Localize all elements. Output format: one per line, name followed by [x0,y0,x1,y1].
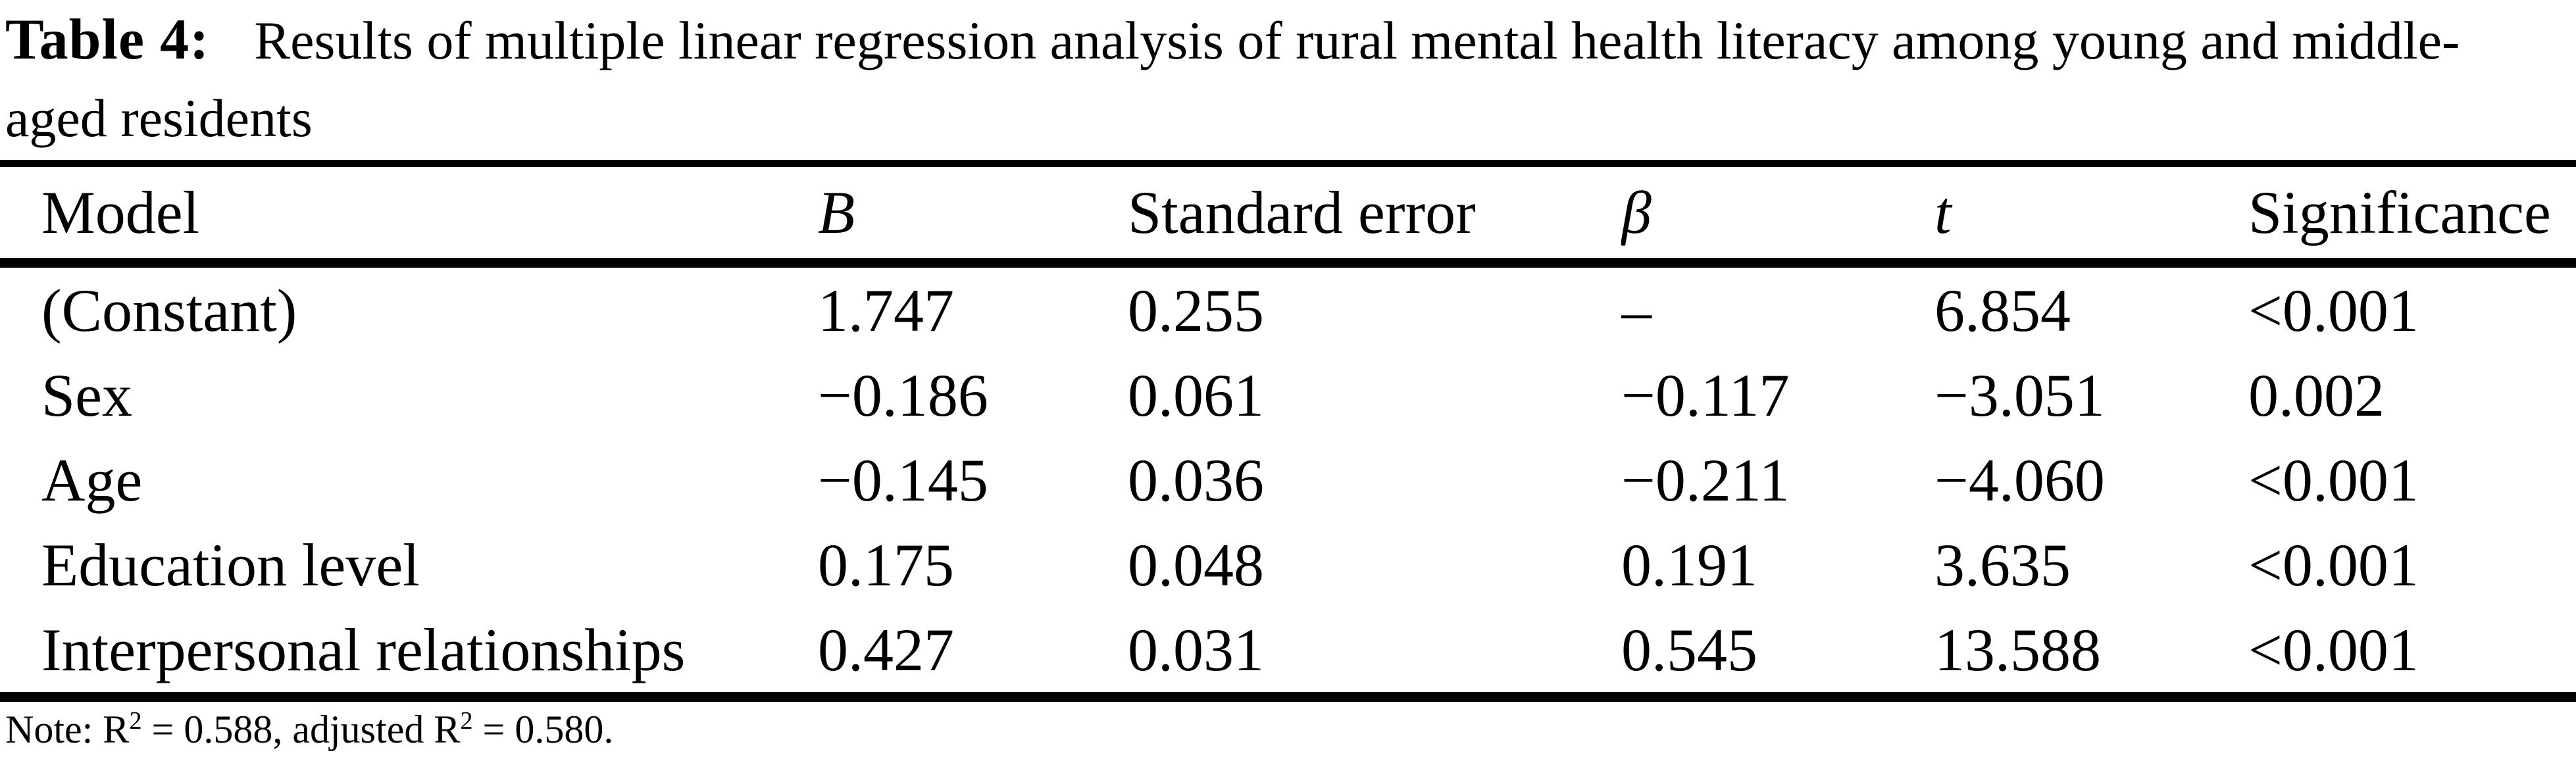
value-cell: −0.211 [1621,446,1790,514]
value-cell: <0.001 [2248,607,2576,702]
regression-table: Model B Standard error β t Significance … [0,160,2576,702]
caption-line-2: aged residents [5,80,2576,157]
value-cell: <0.001 [2248,446,2419,514]
table-row: Interpersonal relationships 0.427 0.031 0.5… [0,607,2576,702]
row-label-cell: Age [41,446,143,514]
table-number-label: Table 4: [5,8,210,72]
value-cell: −0.186 [818,361,988,429]
value-cell: <0.001 [2248,531,2419,599]
column-header-t: t [1934,163,2248,268]
column-header-standard-error: Standard error [1128,163,1621,268]
table-header-row: Model B Standard error β t Significance [0,163,2576,268]
value-cell: −4.060 [1934,446,2105,514]
column-header-model: Model [0,163,818,268]
table-row: (Constant) 1.747 0.255 – 6.854 <0.001 [0,263,2576,353]
value-cell: 0.255 [1128,276,1264,344]
table-row: Education level 0.175 0.048 0.191 3.635 <0.00… [0,522,2576,607]
value-cell: 0.061 [1128,361,1264,429]
column-header-b: B [818,163,1128,268]
row-label-cell: (Constant) [41,276,297,344]
value-cell: 13.588 [1934,607,2248,702]
row-label-cell: Interpersonal relationships [0,607,818,702]
row-label-cell: Education level [41,531,420,599]
note-text: Note: R [5,708,130,751]
table-row: Sex −0.186 0.061 −0.117 −3.051 0.002 [0,353,2576,437]
value-cell: <0.001 [2248,276,2419,344]
row-label-cell: Sex [41,361,132,429]
value-cell: −0.145 [818,446,988,514]
value-cell: 0.191 [1621,531,1757,599]
value-cell: 3.635 [1934,531,2071,599]
note-text-mid: = 0.588, adjusted R [141,708,461,751]
column-header-beta: β [1621,163,1934,268]
value-cell: −0.117 [1621,361,1790,429]
note-superscript-1: 2 [129,707,142,735]
table-caption: Table 4: Results of multiple linear regre… [5,1,2576,157]
value-cell: 0.175 [818,531,954,599]
table-note: Note: R2 = 0.588, adjusted R2 = 0.580. [5,705,613,754]
table-header: Model B Standard error β t Significance [0,163,2576,268]
column-header-significance: Significance [2248,163,2576,268]
value-cell: 6.854 [1934,276,2071,344]
table-row: Age −0.145 0.036 −0.211 −4.060 <0.001 [0,437,2576,522]
value-cell: 0.048 [1128,531,1264,599]
value-cell: 0.002 [2248,361,2385,429]
note-text-end: = 0.580. [472,708,614,751]
caption-text-line-1: Results of multiple linear regression an… [254,11,2460,70]
caption-text-line-2: aged residents [5,88,313,148]
value-cell: 0.036 [1128,446,1264,514]
value-cell: 0.031 [1128,607,1621,702]
table-body: (Constant) 1.747 0.255 – 6.854 <0.001 Sex −0.18… [0,263,2576,702]
value-cell: −3.051 [1934,361,2105,429]
value-cell: 0.427 [818,607,1128,702]
note-superscript-2: 2 [460,707,473,735]
caption-line-1: Table 4: Results of multiple linear regre… [5,1,2576,80]
value-cell: 1.747 [818,276,954,344]
value-cell: 0.545 [1621,607,1934,702]
value-cell: – [1621,276,1652,344]
